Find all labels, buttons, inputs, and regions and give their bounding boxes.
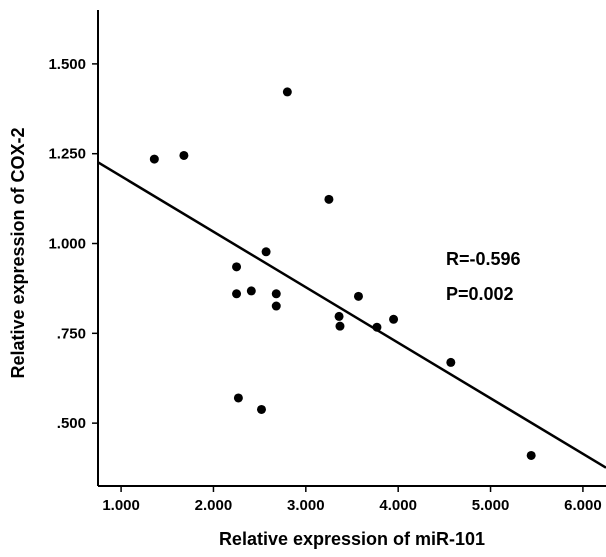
data-point (179, 150, 189, 160)
x-tick-label: 4.000 (379, 497, 417, 514)
data-point (446, 357, 456, 367)
data-point (271, 289, 281, 299)
data-point (372, 322, 382, 332)
chart-marks: 1.000 2.000 3.000 4.000 5.000 6.000 .500 .750 1.… (48, 10, 606, 514)
data-point (334, 311, 344, 321)
data-point (282, 87, 292, 97)
data-point (261, 247, 271, 257)
y-axis-title: Relative expression of COX-2 (8, 127, 28, 378)
data-point (353, 291, 363, 301)
y-tick-label: .750 (57, 325, 86, 342)
regression-line (97, 161, 606, 469)
data-point (232, 289, 242, 299)
y-tick-label: 1.500 (48, 56, 86, 73)
x-tick-label: 1.000 (102, 497, 140, 514)
y-tick-label: 1.000 (48, 236, 86, 253)
data-point (233, 393, 243, 403)
data-point (335, 321, 345, 331)
data-point (149, 154, 159, 164)
data-point (246, 286, 256, 296)
y-tick-label: 1.250 (48, 146, 86, 163)
data-point (256, 404, 266, 414)
data-point (232, 262, 242, 272)
x-tick-label: 2.000 (195, 497, 233, 514)
x-axis-title: Relative expression of miR-101 (219, 529, 485, 549)
data-point (526, 450, 536, 460)
annotation-p-value: P=0.002 (446, 284, 514, 304)
annotation-r-value: R=-0.596 (446, 249, 521, 269)
data-point (271, 301, 281, 311)
x-tick-label: 6.000 (564, 497, 602, 514)
x-tick-label: 3.000 (287, 497, 325, 514)
data-point (324, 194, 334, 204)
y-tick-label: .500 (57, 415, 86, 432)
data-point (389, 314, 399, 324)
x-tick-label: 5.000 (472, 497, 510, 514)
